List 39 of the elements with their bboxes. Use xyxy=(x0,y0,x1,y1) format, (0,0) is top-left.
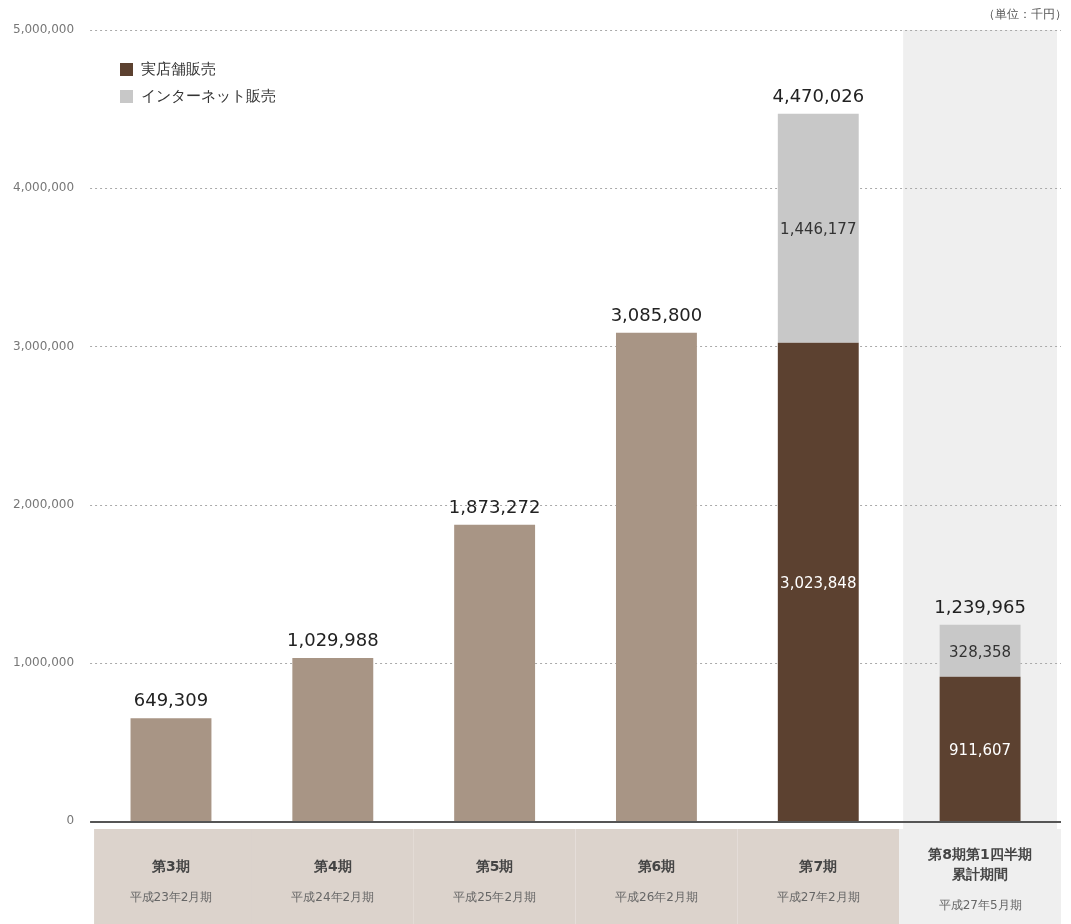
total-label: 1,873,272 xyxy=(448,495,541,517)
y-tick-label: 2,000,000 xyxy=(12,496,75,511)
y-tick-label: 5,000,000 xyxy=(12,22,75,37)
text: 平成24年2月期 xyxy=(291,890,375,904)
x-tick-label: 第3期 xyxy=(151,858,190,874)
bar xyxy=(777,113,859,343)
data-label: 1,446,177 xyxy=(780,220,857,239)
data-label: 3,023,848 xyxy=(780,573,857,592)
bar xyxy=(454,524,536,821)
bar xyxy=(292,658,374,821)
legend-label: 実店舗販売 xyxy=(141,60,216,79)
bar xyxy=(777,342,859,821)
text: 平成27年5月期 xyxy=(938,898,1022,912)
bar xyxy=(939,676,1021,821)
y-tick-label: 3,000,000 xyxy=(12,338,75,353)
x-tick-label: 第5期 xyxy=(474,858,514,874)
total-label: 1,239,965 xyxy=(934,595,1026,617)
text: 平成23年2月期 xyxy=(129,890,213,904)
total-label: 1,029,988 xyxy=(287,629,379,651)
data-label: 328,358 xyxy=(949,642,1012,661)
y-tick-label: 1,000,000 xyxy=(12,654,75,669)
text: 平成26年2月期 xyxy=(614,890,698,904)
bar xyxy=(939,624,1021,677)
text: 平成27年2月期 xyxy=(776,890,860,904)
text: 平成25年2月期 xyxy=(453,890,537,904)
y-tick-label: 0 xyxy=(66,813,75,828)
total-label: 3,085,800 xyxy=(610,303,703,325)
x-tick-label: 第7期 xyxy=(798,858,838,874)
total-label: 649,309 xyxy=(133,689,209,711)
legend-label: インターネット販売 xyxy=(141,87,276,106)
bar xyxy=(615,332,697,821)
data-label: 911,607 xyxy=(949,740,1012,759)
x-tick-label: 第4期 xyxy=(312,858,352,874)
bar xyxy=(130,718,212,821)
text: （単位：千円） xyxy=(983,6,1067,23)
total-label: 4,470,026 xyxy=(772,84,865,106)
x-tick-label: 第8期第1四半期累計期間 xyxy=(927,846,1032,882)
y-tick-label: 4,000,000 xyxy=(12,180,75,195)
x-tick-label: 第6期 xyxy=(636,858,676,874)
